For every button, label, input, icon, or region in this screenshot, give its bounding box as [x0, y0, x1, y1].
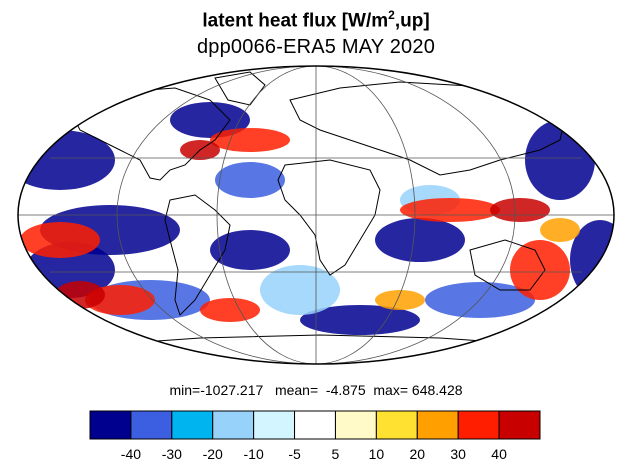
globe-border — [17, 65, 615, 365]
graticule — [18, 66, 614, 364]
colorbar-swatch — [171, 410, 214, 440]
colorbar-tick-label: 20 — [409, 446, 425, 462]
title-suffix: ,up] — [394, 10, 430, 32]
colorbar-tick-label: 5 — [332, 446, 340, 462]
colorbar-swatch — [375, 410, 418, 440]
meridian-ellipse-inner — [216, 66, 416, 364]
australia-outline — [469, 239, 546, 291]
south-america-outline — [164, 194, 231, 316]
colorbar-tick-label: -10 — [244, 446, 264, 462]
meridian-ellipse-outer — [116, 66, 516, 364]
colorbar-swatch — [457, 410, 500, 440]
flux-region-strong-positive — [490, 198, 550, 222]
colorbar-tick-label: -5 — [288, 446, 301, 462]
chart-subtitle: dpp0066-ERA5 MAY 2020 — [196, 36, 436, 58]
flux-region-deep-negative — [375, 218, 465, 262]
flux-region-light-negative — [260, 265, 340, 315]
colorbar-swatch — [89, 410, 132, 440]
title-superscript: 2 — [388, 8, 395, 22]
continents — [69, 71, 566, 346]
flux-region-deep-negative — [300, 305, 420, 335]
colorbar-swatch — [253, 410, 296, 440]
antarctica-outline — [99, 334, 541, 346]
flux-region-moderate-positive — [540, 218, 580, 242]
flux-region-positive — [400, 198, 500, 222]
colorbar-tick-label: 10 — [369, 446, 385, 462]
flux-region-positive — [200, 298, 260, 322]
colorbar-swatch — [498, 410, 541, 440]
flux-region-moderate-positive — [375, 290, 425, 310]
flux-region-deep-negative — [210, 230, 290, 270]
flux-region-positive — [510, 240, 570, 300]
flux-region-negative — [215, 162, 285, 198]
colorbar-tick-label: -20 — [203, 446, 223, 462]
africa-outline — [277, 159, 381, 276]
statistics-line: min=-1027.217 mean= -4.875 max= 648.428 — [169, 382, 463, 398]
flux-region-positive — [20, 222, 100, 258]
north-america-outline — [69, 87, 231, 181]
eurasia-outline — [289, 81, 566, 176]
colorbar-swatch — [334, 410, 377, 440]
colorbar-tick-label: 40 — [491, 446, 507, 462]
flux-region-deep-negative — [170, 102, 250, 138]
title-prefix: latent heat flux [W/m — [202, 10, 389, 32]
chart-title: latent heat flux [W/m2,up] — [0, 8, 632, 32]
colorbar-tick-label: 30 — [450, 446, 466, 462]
colorbar-swatch — [294, 410, 336, 440]
flux-region-positive — [210, 128, 290, 152]
colorbar-swatch — [212, 410, 255, 440]
colorbar-tick-label: -30 — [162, 446, 182, 462]
colorbar-swatch — [130, 410, 173, 440]
colorbar-tick-label: -40 — [121, 446, 141, 462]
colorbar-swatch — [416, 410, 459, 440]
